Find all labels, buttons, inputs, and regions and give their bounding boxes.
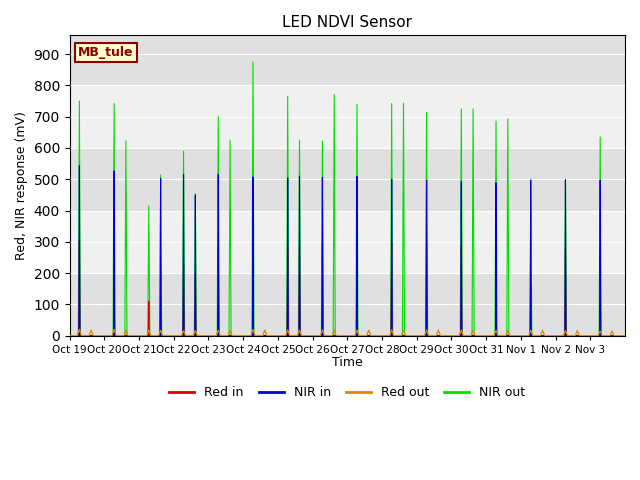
Bar bbox=[70, 36, 625, 85]
Bar bbox=[70, 211, 625, 273]
Legend: Red in, NIR in, Red out, NIR out: Red in, NIR in, Red out, NIR out bbox=[164, 382, 531, 405]
Bar bbox=[70, 273, 625, 336]
Bar bbox=[70, 85, 625, 148]
Text: MB_tule: MB_tule bbox=[78, 46, 134, 59]
Y-axis label: Red, NIR response (mV): Red, NIR response (mV) bbox=[15, 111, 28, 260]
Bar bbox=[70, 148, 625, 211]
Title: LED NDVI Sensor: LED NDVI Sensor bbox=[282, 15, 412, 30]
X-axis label: Time: Time bbox=[332, 356, 363, 369]
